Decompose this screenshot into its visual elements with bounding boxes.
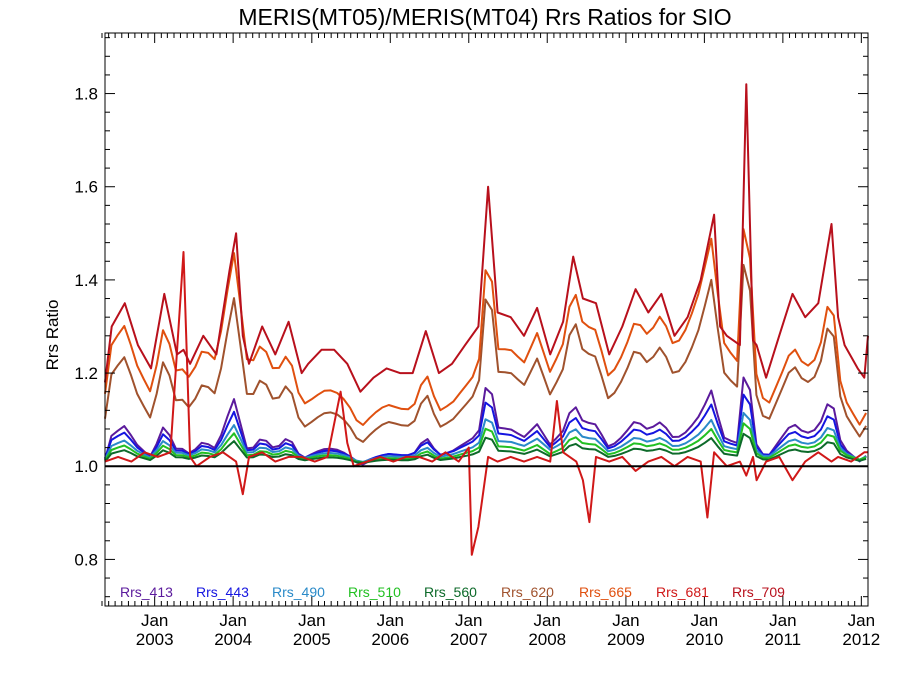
legend-entry-rrs-560: Rrs_560 (424, 584, 477, 600)
series-line-rrs-443 (104, 393, 867, 464)
y-axis-label: Rrs Ratio (43, 300, 62, 371)
legend-entry-rrs-413: Rrs_413 (120, 584, 173, 600)
series-line-rrs-620 (104, 263, 867, 443)
x-tick-label-year: 2009 (607, 630, 645, 649)
y-tick-label: 1.2 (74, 364, 98, 383)
x-tick-label-year: 2012 (842, 630, 880, 649)
x-tick-label-month: Jan (691, 611, 718, 630)
plot-frame (104, 32, 869, 607)
legend: Rrs_413 Rrs_443 Rrs_490 Rrs_510 Rrs_560 Rrs_6… (120, 584, 785, 600)
x-tick-label-year: 2003 (136, 630, 174, 649)
x-tick-label-year: 2010 (685, 630, 723, 649)
y-tick-label: 1.8 (74, 85, 98, 104)
x-tick-label-month: Jan (219, 611, 246, 630)
x-tick-label-month: Jan (377, 611, 404, 630)
axes-layer: 0.81.01.21.41.61.8Jan2003Jan2004Jan2005J… (74, 32, 880, 649)
y-tick-label: 0.8 (74, 550, 98, 569)
legend-entry-rrs-620: Rrs_620 (501, 584, 554, 600)
series-line-rrs-560 (104, 432, 867, 464)
y-tick-label: 1.4 (74, 271, 98, 290)
x-tick-label-month: Jan (298, 611, 325, 630)
series-line-rrs-490 (104, 411, 867, 463)
y-tick-label: 1.0 (74, 457, 98, 476)
x-tick-label-year: 2008 (528, 630, 566, 649)
legend-entry-rrs-665: Rrs_665 (579, 584, 632, 600)
x-tick-label-month: Jan (769, 611, 796, 630)
legend-entry-rrs-510: Rrs_510 (348, 584, 401, 600)
y-tick-label: 1.6 (74, 178, 98, 197)
x-tick-label-year: 2007 (450, 630, 488, 649)
legend-entry-rrs-443: Rrs_443 (196, 584, 249, 600)
legend-entry-rrs-709: Rrs_709 (732, 584, 785, 600)
series-layer (104, 83, 869, 556)
series-line-rrs-709 (104, 83, 869, 393)
x-tick-label-month: Jan (455, 611, 482, 630)
series-line-rrs-510 (104, 422, 867, 464)
x-tick-label-year: 2006 (371, 630, 409, 649)
x-tick-label-year: 2004 (214, 630, 252, 649)
legend-entry-rrs-681: Rrs_681 (656, 584, 709, 600)
series-line-rrs-665 (104, 228, 867, 426)
x-tick-label-year: 2005 (293, 630, 331, 649)
series-line-rrs-681 (104, 251, 868, 556)
x-tick-label-month: Jan (612, 611, 639, 630)
legend-entry-rrs-490: Rrs_490 (272, 584, 325, 600)
x-tick-label-year: 2011 (765, 630, 802, 649)
x-tick-label-month: Jan (141, 611, 168, 630)
x-tick-label-month: Jan (848, 611, 875, 630)
x-tick-label-month: Jan (534, 611, 561, 630)
chart-title: MERIS(MT05)/MERIS(MT04) Rrs Ratios for S… (238, 4, 731, 30)
